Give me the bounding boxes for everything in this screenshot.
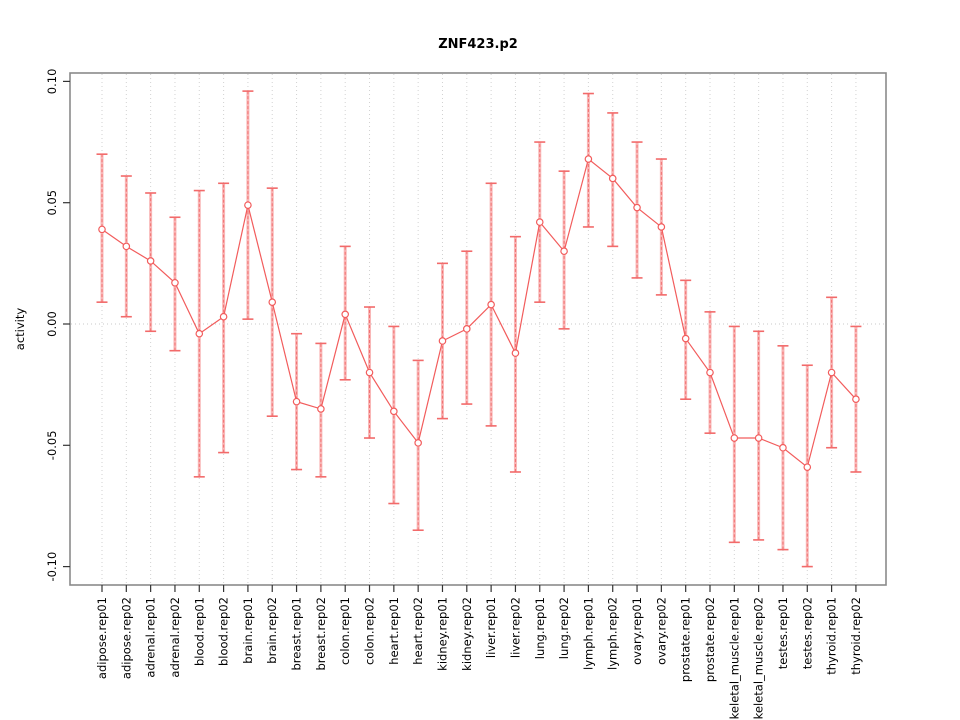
data-point bbox=[511, 349, 520, 357]
axes-layer: 0.10 0.05 0.00 -0.05 -0.10 adipose.rep01 adipo… bbox=[45, 69, 887, 720]
chart-title: ZNF423.p2 bbox=[438, 37, 518, 52]
x-tick-label: lymph.rep02 bbox=[606, 597, 620, 670]
data-point bbox=[487, 300, 495, 309]
x-tick-label: prostate.rep02 bbox=[703, 597, 717, 682]
data-point bbox=[414, 439, 422, 447]
x-tick-label: heart.rep02 bbox=[411, 597, 425, 665]
x-tick-label: brain.rep01 bbox=[241, 597, 255, 664]
data-point bbox=[268, 298, 277, 306]
x-tick-label: ovary.rep01 bbox=[630, 597, 644, 665]
x-tick-label: liver.rep02 bbox=[508, 597, 522, 658]
x-tick-label: testes.rep02 bbox=[800, 597, 814, 669]
data-point bbox=[195, 329, 204, 338]
x-tick-label: thyroid.rep02 bbox=[849, 597, 863, 675]
data-point bbox=[852, 395, 860, 404]
x-tick-label: liver.rep01 bbox=[484, 597, 498, 658]
x-tick-label: adrenal.rep01 bbox=[144, 597, 158, 678]
y-tick-label: 0.10 bbox=[45, 69, 59, 95]
data-point bbox=[827, 368, 836, 377]
data-point bbox=[779, 443, 787, 452]
data-point bbox=[754, 434, 763, 442]
data-point bbox=[292, 397, 301, 406]
data-point bbox=[462, 325, 471, 333]
data-point bbox=[584, 155, 593, 163]
x-tick-label: thyroid.rep01 bbox=[825, 597, 839, 675]
data-point bbox=[390, 407, 398, 416]
y-tick-label: -0.10 bbox=[45, 552, 59, 582]
x-tick-label: brain.rep02 bbox=[265, 597, 279, 664]
x-tick-label: lung.rep02 bbox=[557, 597, 571, 659]
data-point bbox=[365, 368, 374, 377]
data-layer bbox=[96, 90, 862, 568]
x-tick-label: breast.rep01 bbox=[290, 597, 304, 671]
x-tick-label: lung.rep01 bbox=[533, 597, 547, 659]
x-tick-label: blood.rep02 bbox=[217, 597, 231, 666]
data-point bbox=[122, 242, 131, 251]
x-tick-label: kidney.rep01 bbox=[435, 597, 449, 671]
data-point bbox=[98, 225, 106, 234]
series-line bbox=[101, 157, 857, 469]
y-axis-label: activity bbox=[13, 308, 27, 351]
x-tick-label: testes.rep01 bbox=[776, 597, 790, 669]
data-point bbox=[535, 218, 544, 226]
gridlines-layer bbox=[71, 74, 885, 584]
data-point bbox=[681, 334, 690, 343]
data-point bbox=[317, 405, 325, 413]
data-point bbox=[438, 337, 447, 345]
data-point bbox=[657, 223, 666, 231]
data-point bbox=[171, 278, 179, 287]
data-point bbox=[244, 201, 252, 209]
x-tick-label: colon.rep01 bbox=[338, 597, 352, 665]
x-tick-label: heart.rep01 bbox=[387, 597, 401, 665]
x-tick-label: adipose.rep01 bbox=[95, 597, 109, 679]
data-point bbox=[608, 174, 617, 183]
data-point bbox=[803, 463, 812, 471]
data-point bbox=[730, 434, 739, 442]
data-point bbox=[219, 312, 228, 321]
x-tick-label: skeletal_muscle.rep02 bbox=[752, 597, 766, 720]
x-tick-label: adipose.rep02 bbox=[119, 597, 133, 679]
x-tick-label: colon.rep02 bbox=[363, 597, 377, 665]
x-tick-label: blood.rep01 bbox=[192, 597, 206, 666]
x-tick-label: breast.rep02 bbox=[314, 597, 328, 671]
y-tick-label: 0.00 bbox=[45, 311, 59, 337]
x-tick-label: lymph.rep01 bbox=[581, 597, 595, 670]
data-point bbox=[633, 203, 641, 212]
x-tick-label: skeletal_muscle.rep01 bbox=[727, 597, 741, 720]
plot-box bbox=[69, 72, 887, 586]
x-tick-label: adrenal.rep02 bbox=[168, 597, 182, 678]
x-tick-label: prostate.rep01 bbox=[679, 597, 693, 682]
x-tick-label: kidney.rep02 bbox=[460, 597, 474, 671]
data-point bbox=[341, 310, 350, 319]
y-tick-label: 0.05 bbox=[45, 190, 59, 216]
data-point bbox=[706, 368, 714, 377]
x-tick-label: ovary.rep02 bbox=[654, 597, 668, 665]
data-point bbox=[560, 247, 568, 256]
data-point bbox=[146, 257, 155, 265]
y-tick-label: -0.05 bbox=[45, 430, 59, 460]
